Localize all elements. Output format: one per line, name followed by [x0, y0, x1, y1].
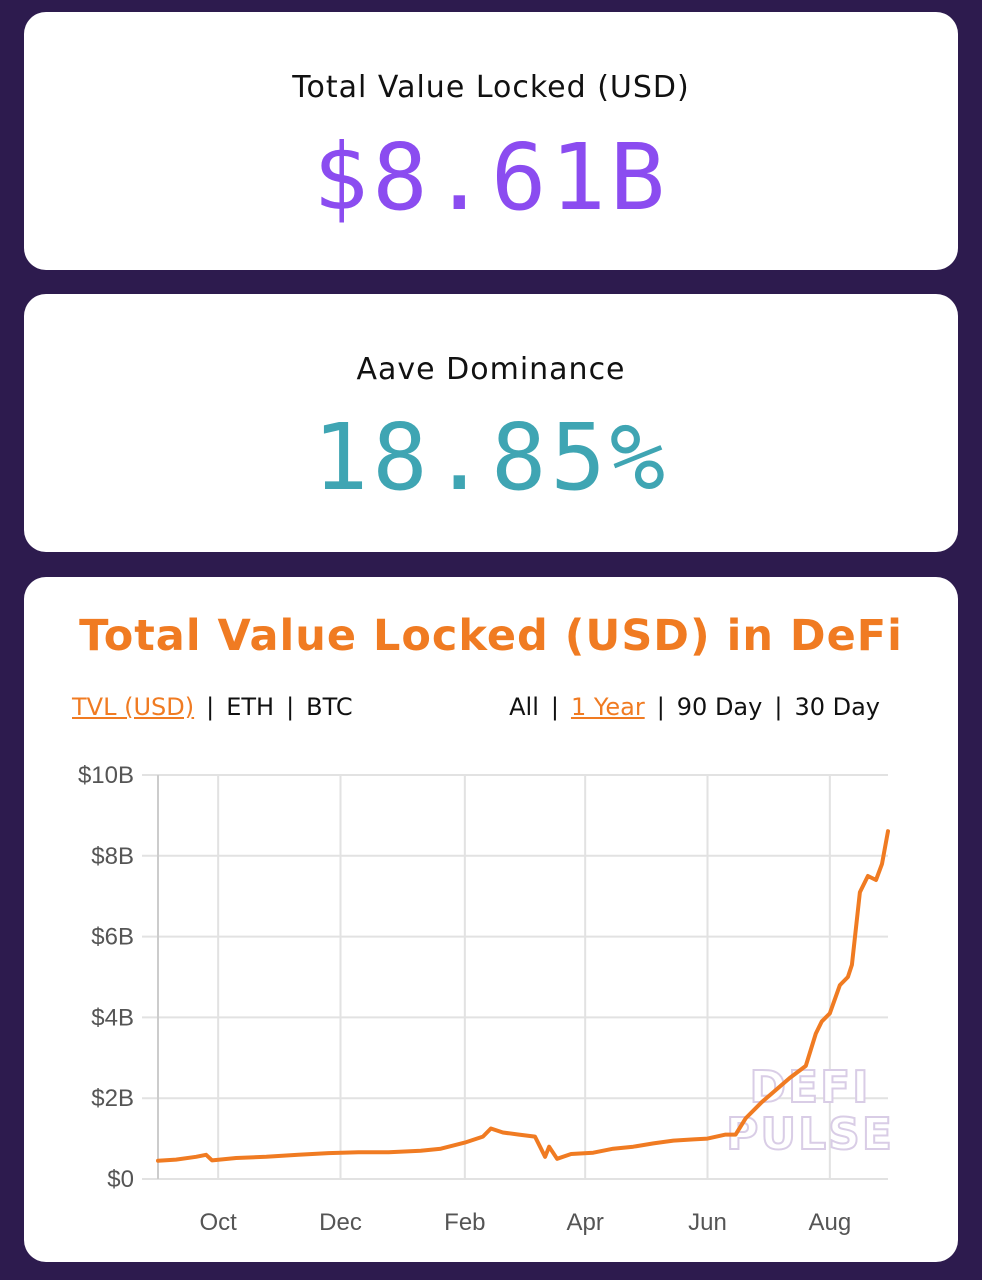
y-tick-label: $10B	[78, 762, 134, 789]
toggle-30-day[interactable]: 30 Day	[794, 693, 880, 721]
watermark-line-1: DEFI	[749, 1062, 870, 1113]
unit-toggle-group: TVL (USD) | ETH | BTC	[72, 693, 353, 721]
y-tick-label: $2B	[91, 1085, 134, 1112]
tvl-series-line	[156, 829, 890, 1163]
y-tick-label: $8B	[91, 843, 134, 870]
series-group	[156, 829, 890, 1163]
tvl-label: Total Value Locked (USD)	[292, 70, 690, 105]
toggle-1-year[interactable]: 1 Year	[570, 693, 645, 721]
y-tick-label: $0	[107, 1166, 134, 1193]
dominance-card: Aave Dominance 18.85%	[24, 294, 958, 552]
separator: |	[656, 693, 665, 721]
watermark-line-2: PULSE	[726, 1109, 894, 1160]
toggle-tvl-usd[interactable]: TVL (USD)	[72, 693, 195, 721]
tvl-chart-card: Total Value Locked (USD) in DeFi TVL (US…	[24, 577, 958, 1262]
y-tick-label: $4B	[91, 1004, 134, 1031]
y-gridlines	[142, 774, 888, 1180]
tvl-card: Total Value Locked (USD) $8.61B	[24, 12, 958, 270]
chart-title: Total Value Locked (USD) in DeFi	[79, 611, 903, 661]
x-tick-label: Aug	[808, 1209, 851, 1236]
x-tick-label: Jun	[688, 1209, 727, 1236]
y-tick-label: $6B	[91, 924, 134, 951]
tvl-value: $8.61B	[312, 124, 670, 231]
separator: |	[206, 693, 215, 721]
toggle-btc[interactable]: BTC	[306, 693, 353, 721]
dominance-label: Aave Dominance	[356, 352, 626, 387]
dominance-value: 18.85%	[312, 404, 670, 511]
separator: |	[774, 693, 783, 721]
separator: |	[286, 693, 295, 721]
defi-pulse-watermark: DEFI PULSE	[725, 1061, 894, 1161]
tvl-line-chart: $0 $2B $4B $6B $8B $10B Oct Dec Feb Apr Jun Aug DE…	[78, 762, 894, 1236]
separator: |	[550, 693, 559, 721]
y-axis-labels: $0 $2B $4B $6B $8B $10B	[78, 762, 134, 1193]
x-tick-label: Dec	[319, 1209, 362, 1236]
toggle-eth[interactable]: ETH	[226, 693, 275, 721]
x-gridlines	[217, 775, 831, 1179]
x-axis-labels: Oct Dec Feb Apr Jun Aug	[199, 1209, 851, 1236]
toggle-all[interactable]: All	[509, 693, 539, 721]
x-tick-label: Apr	[566, 1209, 603, 1236]
x-tick-label: Feb	[444, 1209, 485, 1236]
range-toggle-group: All | 1 Year | 90 Day | 30 Day	[509, 693, 880, 721]
x-tick-label: Oct	[199, 1209, 237, 1236]
toggle-90-day[interactable]: 90 Day	[676, 693, 763, 721]
